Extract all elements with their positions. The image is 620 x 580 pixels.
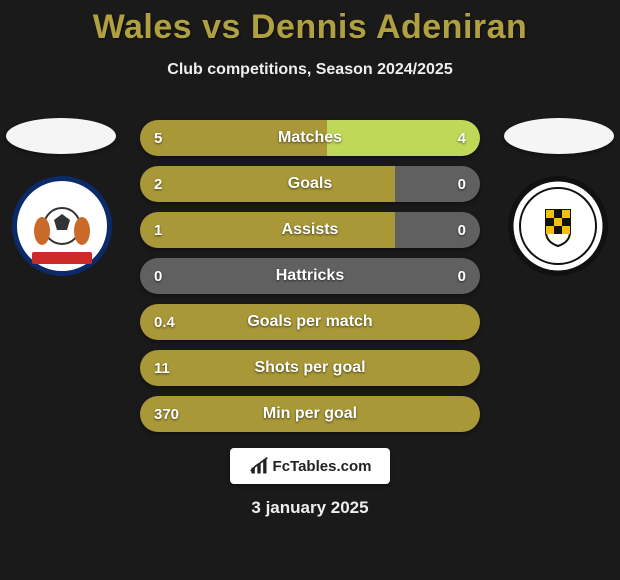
page-title: Wales vs Dennis Adeniran: [0, 0, 620, 47]
club-badge-left: [12, 176, 112, 276]
stat-row: 0.4Goals per match: [140, 304, 480, 340]
stat-bar-right: [395, 166, 480, 202]
footer-brand-text: FcTables.com: [273, 458, 372, 475]
stat-bar-left: [140, 258, 310, 294]
stat-row: 370Min per goal: [140, 396, 480, 432]
player-left-avatar: [6, 118, 116, 154]
stat-row: 20Goals: [140, 166, 480, 202]
stat-bar-left: [140, 396, 480, 432]
stat-bar-right: [327, 120, 480, 156]
stat-row: 00Hattricks: [140, 258, 480, 294]
stat-bar-left: [140, 350, 480, 386]
stat-row: 11Shots per goal: [140, 350, 480, 386]
club-badge-right: [508, 176, 608, 276]
page-subtitle: Club competitions, Season 2024/2025: [0, 61, 620, 79]
footer-date: 3 january 2025: [0, 498, 620, 518]
stat-bars: 54Matches 20Goals 10Assists 00Hattricks 0.4G…: [140, 120, 480, 442]
stat-row: 10Assists: [140, 212, 480, 248]
stat-bar-right: [310, 258, 480, 294]
stat-row: 54Matches: [140, 120, 480, 156]
player-right-avatar: [504, 118, 614, 154]
footer-brand-badge: FcTables.com: [230, 448, 390, 484]
stat-bar-left: [140, 304, 480, 340]
stat-bar-left: [140, 120, 327, 156]
stat-bar-right: [395, 212, 480, 248]
stat-bar-left: [140, 166, 395, 202]
stat-bar-left: [140, 212, 395, 248]
chart-icon: [249, 456, 269, 476]
